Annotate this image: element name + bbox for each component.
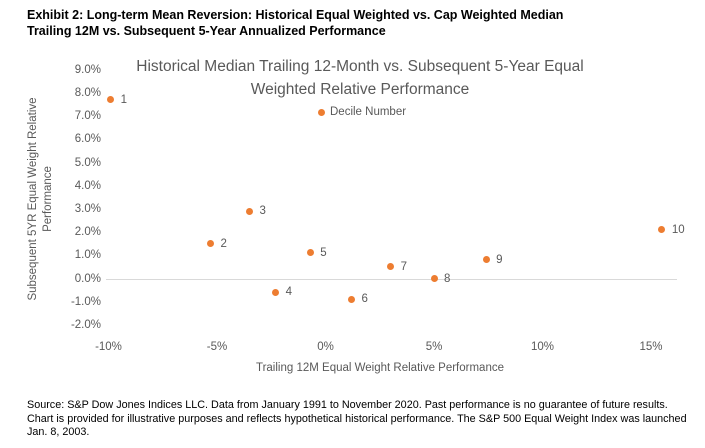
y-axis-tick-label-0: 9.0% — [74, 63, 101, 76]
y-axis-tick-label-8: 1.0% — [74, 249, 101, 262]
exhibit-heading: Exhibit 2: Long-term Mean Reversion: His… — [27, 7, 687, 39]
chart-title-line1: Historical Median Trailing 12-Month vs. … — [136, 58, 584, 75]
source-note: Source: S&P Dow Jones Indices LLC. Data … — [27, 399, 687, 439]
scatter-point-7 — [387, 263, 395, 271]
y-axis-tick-label-6: 3.0% — [74, 202, 101, 215]
scatter-point-6 — [348, 295, 356, 303]
y-axis-tick-label-11: -2.0% — [70, 318, 101, 331]
x-axis-title: Trailing 12M Equal Weight Relative Perfo… — [255, 362, 504, 374]
point-label-8: 8 — [444, 272, 451, 285]
y-axis-tick-label-7: 2.0% — [74, 226, 101, 239]
chart-title: Historical Median Trailing 12-Month vs. … — [95, 55, 625, 101]
scatter-point-10 — [658, 226, 666, 234]
point-label-3: 3 — [259, 205, 266, 218]
y-axis-tick-label-1: 8.0% — [74, 86, 101, 99]
legend-label: Decile Number — [330, 106, 407, 118]
x-axis-tick-label-5: 15% — [639, 341, 663, 353]
scatter-point-1 — [107, 96, 115, 104]
point-label-6: 6 — [361, 293, 368, 306]
legend-marker-icon — [318, 108, 325, 116]
exhibit-heading-line2: Trailing 12M vs. Subsequent 5-Year Annua… — [27, 24, 386, 38]
y-axis-tick-label-4: 5.0% — [74, 156, 101, 169]
point-label-4: 4 — [285, 286, 292, 299]
chart-title-line2: Weighted Relative Performance — [250, 81, 470, 98]
point-label-7: 7 — [400, 260, 407, 273]
point-label-5: 5 — [320, 246, 327, 259]
y-axis-tick-label-9: 0.0% — [74, 272, 101, 285]
y-axis-tick-label-3: 6.0% — [74, 133, 101, 146]
point-label-2: 2 — [220, 237, 227, 250]
zero-gridline — [106, 278, 677, 280]
x-axis-tick-label-4: 10% — [530, 341, 555, 353]
x-axis-tick-label-3: 5% — [425, 341, 443, 353]
y-axis-tick-label-10: -1.0% — [70, 295, 101, 308]
y-axis-tick-label-2: 7.0% — [74, 110, 101, 123]
scatter-point-5 — [306, 249, 314, 257]
scatter-point-3 — [246, 207, 254, 215]
exhibit-heading-line1: Exhibit 2: Long-term Mean Reversion: His… — [27, 8, 564, 22]
legend: Decile Number — [318, 105, 406, 119]
point-label-9: 9 — [496, 253, 503, 266]
x-axis-tick-label-0: -10% — [95, 341, 122, 353]
point-label-10: 10 — [671, 223, 685, 236]
scatter-point-2 — [206, 240, 214, 248]
x-axis-tick-label-1: -5% — [206, 341, 228, 353]
scatter-point-4 — [272, 288, 280, 296]
point-label-1: 1 — [120, 93, 128, 106]
scatter-point-9 — [482, 256, 490, 264]
x-axis-tick-label-2: 0% — [317, 341, 334, 353]
scatter-point-8 — [430, 275, 438, 282]
y-axis-tick-label-5: 4.0% — [74, 179, 101, 192]
